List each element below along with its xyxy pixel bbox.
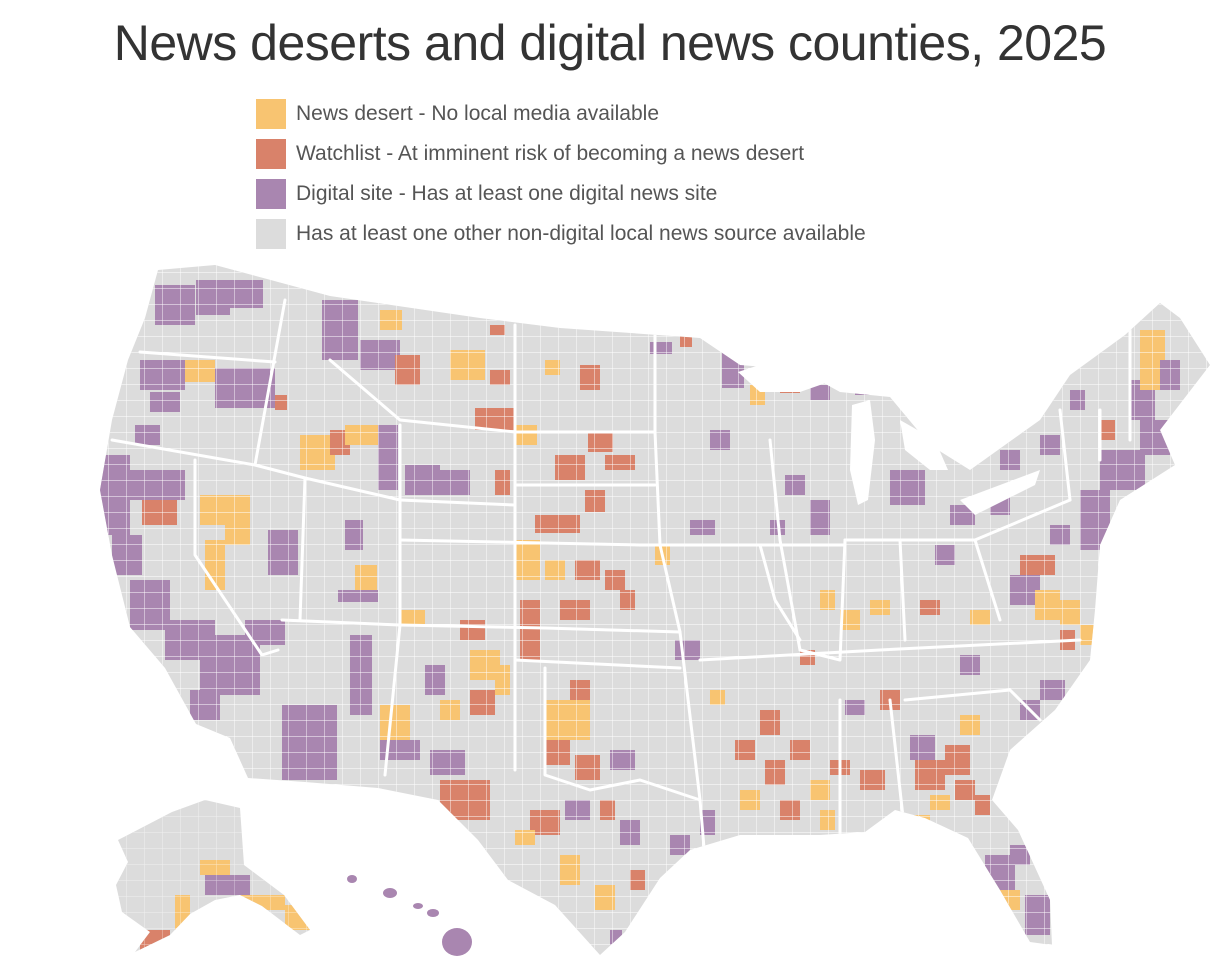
legend-item-other-source: Has at least one other non-digital local… — [256, 214, 866, 254]
legend-swatch-digital-site — [256, 179, 286, 209]
legend-swatch-watchlist — [256, 139, 286, 169]
legend-label-digital-site: Digital site - Has at least one digital … — [296, 182, 718, 205]
legend-item-digital-site: Digital site - Has at least one digital … — [256, 174, 866, 214]
legend-item-news-desert: News desert - No local media available — [256, 94, 866, 134]
chart-title: News deserts and digital news counties, … — [113, 15, 1107, 71]
legend-swatch-news-desert — [256, 99, 286, 129]
legend-label-news-desert: News desert - No local media available — [296, 102, 659, 125]
county-digital — [855, 380, 890, 395]
county-digital — [383, 888, 397, 898]
county-digital — [413, 903, 423, 909]
region-alaska — [116, 800, 310, 952]
county-digital — [427, 909, 439, 917]
state-borders — [110, 298, 1132, 862]
legend: News desert - No local media available W… — [256, 94, 866, 254]
county-digital — [347, 875, 357, 883]
legend-item-watchlist: Watchlist - At imminent risk of becoming… — [256, 134, 866, 174]
legend-swatch-other-source — [256, 219, 286, 249]
region-hawaii — [347, 875, 472, 956]
great-lakes — [738, 355, 1040, 515]
legend-label-watchlist: Watchlist - At imminent risk of becoming… — [296, 142, 805, 165]
county-digital — [442, 928, 472, 956]
us-county-map — [100, 265, 1210, 956]
legend-label-other-source: Has at least one other non-digital local… — [296, 222, 866, 245]
